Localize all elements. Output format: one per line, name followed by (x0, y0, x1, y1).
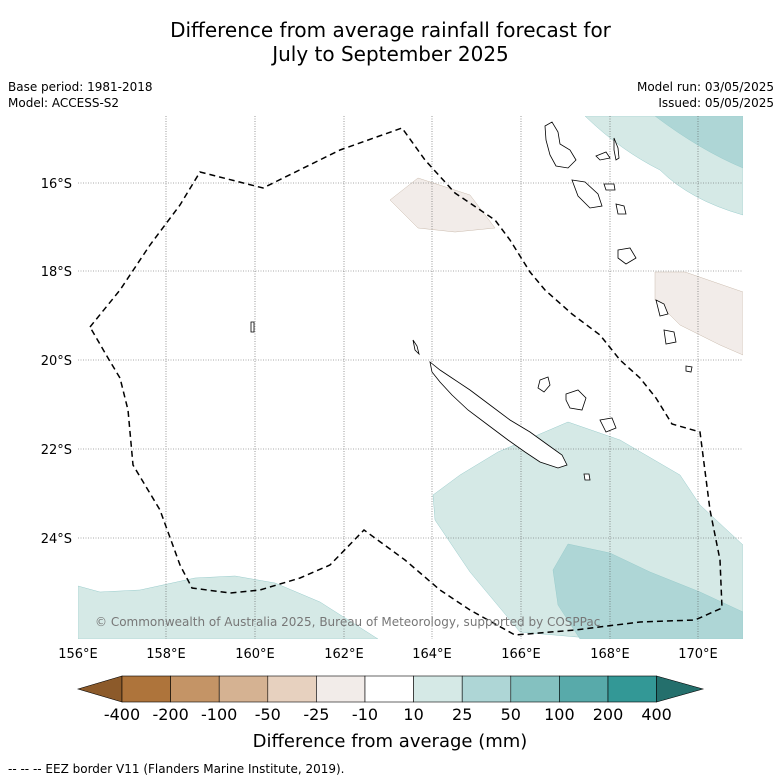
colorbar-bin-1 (170, 675, 220, 703)
colorbar-title: Difference from average (mm) (253, 731, 528, 752)
colorbar-label-3: -50 (255, 705, 281, 724)
region-dry-north (389, 177, 496, 233)
lon-tick-158: 158°E (146, 647, 186, 662)
region-wet-northeast-strong (654, 116, 743, 169)
meta-left: Base period: 1981-2018 Model: ACCESS-S2 (8, 79, 153, 111)
mare-island (599, 417, 617, 433)
title-line-2: July to September 2025 (272, 42, 509, 66)
colorbar: -400 -200 -100 -50 -25 -10 10 25 50 100 200 400 (76, 675, 705, 724)
pentecost-island (613, 137, 620, 161)
erromango-island (663, 329, 677, 345)
colorbar-label-5: -10 (352, 705, 378, 724)
ouvea-island (537, 376, 551, 393)
colorbar-label-10: 200 (593, 705, 624, 724)
colorbar-bin-6 (413, 675, 463, 703)
ambae-island (595, 151, 611, 161)
efate-island (617, 247, 637, 265)
colorbar-bin-0 (121, 675, 171, 703)
model-name: Model: ACCESS-S2 (8, 96, 120, 110)
colorbar-label-6: 10 (403, 705, 423, 724)
eez-footer-note: -- -- -- EEZ border V11 (Flanders Marine… (8, 762, 345, 776)
lon-tick-166: 166°E (501, 647, 541, 662)
colorbar-bin-2 (218, 675, 269, 703)
copyright-note: © Commonwealth of Australia 2025, Bureau… (95, 615, 600, 629)
map-title: Difference from average rainfall forecas… (0, 18, 781, 66)
lat-tick-24: 24°S (41, 532, 72, 547)
colorbar-label-0: -400 (104, 705, 140, 724)
small-island-west (250, 321, 255, 333)
lat-tick-labels: 16°S 18°S 20°S 22°S 24°S (41, 177, 72, 547)
lifou-island (565, 389, 587, 411)
colorbar-label-4: -25 (303, 705, 329, 724)
tanna-island (655, 299, 669, 317)
colorbar-extend-high (656, 675, 705, 703)
aneityum-island (685, 365, 693, 373)
base-period: Base period: 1981-2018 (8, 80, 153, 94)
lon-tick-160: 160°E (235, 647, 275, 662)
lon-tick-162: 162°E (324, 647, 364, 662)
meta-right: Model run: 03/05/2025 Issued: 05/05/2025 (637, 79, 774, 111)
colorbar-bin-4 (316, 675, 366, 703)
lat-tick-16: 16°S (41, 177, 72, 192)
colorbar-label-7: 25 (452, 705, 472, 724)
malekula-island (571, 179, 603, 209)
colorbar-extend-low (76, 675, 123, 703)
lat-tick-22: 22°S (41, 443, 72, 458)
lat-tick-18: 18°S (41, 265, 72, 280)
lon-tick-164: 164°E (412, 647, 452, 662)
isle-of-pines (583, 473, 591, 481)
colorbar-bin-8 (510, 675, 560, 703)
model-run: Model run: 03/05/2025 (636, 80, 774, 94)
ambrym-island (603, 183, 616, 191)
colorbar-label-2: -100 (201, 705, 237, 724)
colorbar-bin-7 (461, 675, 512, 703)
colorbar-label-9: 100 (544, 705, 575, 724)
lon-tick-labels: 156°E 158°E 160°E 162°E 164°E 166°E 168°… (58, 647, 718, 662)
map-area: © Commonwealth of Australia 2025, Bureau… (78, 116, 743, 639)
issued-date: Issued: 05/05/2025 (658, 96, 774, 110)
lon-tick-168: 168°E (590, 647, 630, 662)
epi-islands (615, 203, 627, 215)
new-caledonia-island (429, 361, 568, 469)
colorbar-label-8: 50 (501, 705, 521, 724)
gridlines (78, 116, 743, 639)
lon-tick-156: 156°E (58, 647, 98, 662)
eez-border (89, 127, 723, 636)
colorbar-bin-5 (364, 675, 414, 703)
colorbar-bin-3 (267, 675, 317, 703)
colorbar-label-1: -200 (152, 705, 188, 724)
lon-tick-170: 170°E (678, 647, 718, 662)
colorbar-bin-10 (607, 675, 657, 703)
lat-tick-20: 20°S (41, 354, 72, 369)
title-line-1: Difference from average rainfall forecas… (170, 18, 611, 42)
colorbar-label-11: 400 (641, 705, 672, 724)
espiritu-santo-island (544, 121, 577, 169)
colorbar-bin-9 (559, 675, 609, 703)
belep-islands (412, 339, 420, 356)
